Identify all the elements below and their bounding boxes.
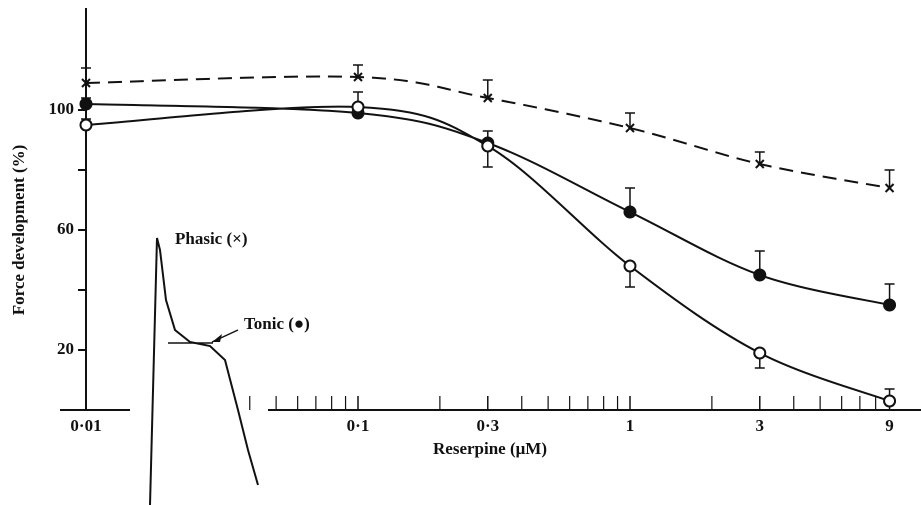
- marker-cross: [755, 159, 765, 169]
- inset-trace: [149, 237, 259, 505]
- y-tick-label: 60: [57, 219, 74, 238]
- x-axis-label: Reserpine (μM): [433, 439, 547, 458]
- y-tick-label: 100: [49, 99, 75, 118]
- marker-filled: [883, 298, 897, 312]
- x-tick-label: 9: [885, 416, 894, 435]
- marker-cross: [884, 183, 895, 193]
- x-tick-label: 0·1: [347, 416, 370, 435]
- marker-open: [351, 100, 365, 114]
- marker-open: [79, 118, 93, 132]
- inset-label-tonic: Tonic (●): [244, 314, 310, 333]
- marker-open: [623, 259, 637, 273]
- x-tick-label: 0·3: [476, 416, 499, 435]
- inset-label-phasic: Phasic (×): [175, 229, 247, 248]
- marker-cross: [483, 93, 493, 103]
- y-axis-label: Force development (%): [9, 145, 28, 316]
- x-tick-label: 1: [626, 416, 635, 435]
- marker-cross: [353, 72, 363, 82]
- marker-filled: [79, 97, 93, 111]
- x-tick-label: 0·01: [70, 416, 101, 435]
- marker-filled: [753, 268, 767, 282]
- marker-cross: [625, 123, 635, 133]
- inset-arrowhead: [212, 334, 222, 342]
- y-tick-label: 20: [57, 339, 74, 358]
- marker-cross: [81, 78, 91, 88]
- series-line: [85, 75, 890, 189]
- marker-open: [481, 139, 495, 153]
- marker-filled: [623, 205, 637, 219]
- marker-open: [883, 394, 897, 408]
- x-tick-label: 3: [756, 416, 765, 435]
- marker-open: [753, 346, 767, 360]
